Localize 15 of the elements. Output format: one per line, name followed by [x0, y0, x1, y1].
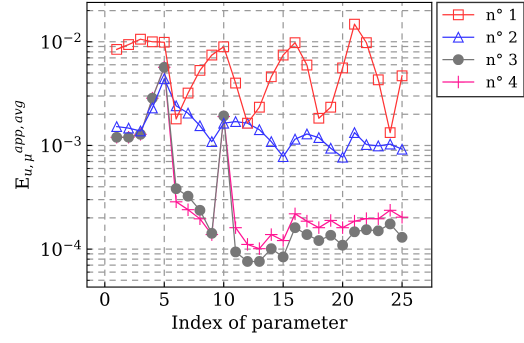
legend-label: n° 3	[486, 54, 517, 66]
legend-label: n° 4	[486, 76, 518, 88]
x-tick-label: 15	[274, 292, 294, 306]
x-tick-label: 5	[160, 292, 169, 306]
y-tick-label: 10$^{−4}$	[42, 240, 82, 256]
x-tick-label: 20	[332, 292, 353, 306]
y-tick-label: 10$^{−2}$	[42, 32, 80, 49]
legend-label: n° 1	[486, 8, 516, 20]
x-axis-title: Index of parameter	[172, 314, 348, 332]
x-tick-label: 0	[100, 292, 110, 306]
legend-label: n° 2	[486, 31, 516, 43]
y-axis-title: E$_{u,μ}$$^{app,avg}$	[15, 100, 34, 189]
y-tick-label: 10$^{−3}$	[42, 136, 81, 152]
x-tick-label: 25	[392, 292, 412, 306]
x-tick-label: 10	[214, 292, 234, 306]
